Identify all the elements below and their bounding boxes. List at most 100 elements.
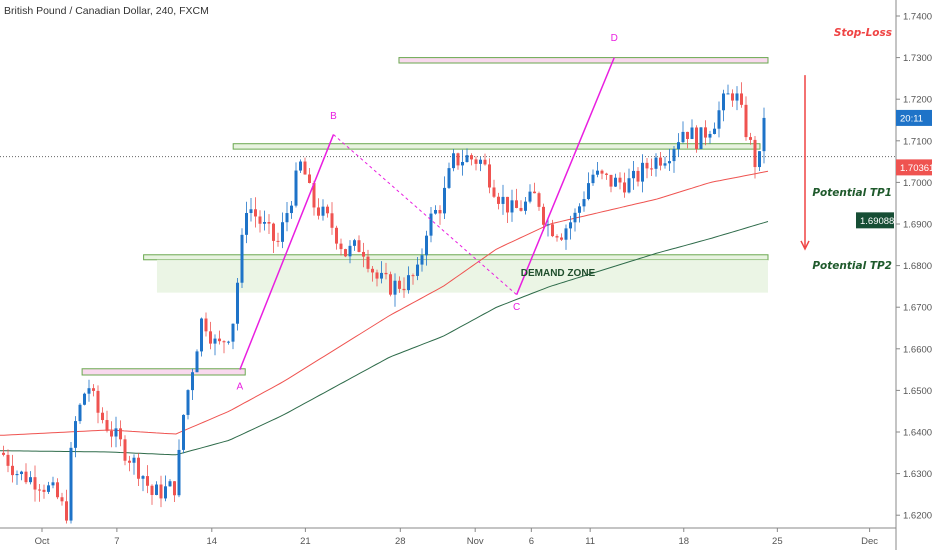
candle [564, 228, 568, 240]
candle [641, 162, 644, 182]
candle [605, 173, 608, 175]
candle [438, 209, 442, 214]
candle [474, 159, 478, 164]
candle [78, 404, 82, 422]
candle [47, 485, 50, 492]
candle [753, 139, 757, 168]
candle [623, 182, 626, 193]
y-tick-label: 1.63000 [903, 469, 932, 480]
candle [200, 318, 203, 352]
pattern-label-a: A [237, 382, 244, 393]
candle [245, 212, 248, 235]
candle [506, 196, 509, 213]
x-tick-label: 14 [207, 536, 218, 547]
y-tick-label: 1.65000 [903, 386, 932, 397]
candle [204, 318, 208, 332]
candle [114, 428, 118, 437]
resistance-zone [232, 143, 761, 150]
ab-leg [239, 134, 335, 370]
candle [699, 127, 703, 150]
y-tick-label: 1.66000 [903, 344, 932, 355]
candle [515, 200, 518, 208]
y-tick-label: 1.71000 [903, 136, 932, 147]
candle [357, 240, 361, 252]
candle [510, 200, 514, 213]
candle [596, 170, 599, 175]
demand-zone-label: DEMAND ZONE [521, 268, 596, 279]
candle [479, 159, 482, 164]
candle [443, 187, 446, 214]
x-tick-label: Dec [861, 536, 878, 547]
candle [339, 243, 343, 250]
candle [677, 142, 680, 149]
candle [578, 206, 581, 213]
candle [429, 213, 433, 236]
tp2-label: Potential TP2 [812, 260, 892, 272]
candle [150, 485, 154, 495]
candle [263, 222, 266, 224]
candle [182, 414, 185, 450]
price-badge-label: 20:11 [900, 113, 923, 124]
candle [249, 209, 253, 213]
candle [672, 148, 676, 162]
candle [101, 412, 104, 421]
candle [105, 420, 109, 431]
candle [218, 338, 221, 342]
candle [717, 110, 721, 129]
candle [402, 288, 406, 291]
candle [650, 168, 653, 170]
candle [551, 224, 554, 237]
y-tick-label: 1.69000 [903, 220, 932, 231]
candle [6, 454, 10, 466]
candle [546, 224, 550, 226]
candle [326, 206, 329, 214]
candle [681, 131, 685, 143]
candle [236, 282, 239, 324]
candle [15, 474, 19, 476]
candle [398, 280, 401, 289]
tp1-label: Potential TP1 [812, 187, 892, 199]
candle [348, 245, 352, 257]
candle [686, 131, 689, 139]
candle [668, 161, 671, 164]
candle [56, 482, 59, 498]
pattern-label-d: D [611, 33, 618, 44]
candle [663, 163, 667, 166]
candle [83, 393, 86, 405]
candle [209, 331, 212, 344]
candle [542, 206, 545, 225]
candle [524, 201, 527, 211]
y-tick-label: 1.73000 [903, 53, 932, 64]
candle [191, 372, 194, 391]
x-tick-label: 6 [529, 536, 534, 547]
candle [569, 222, 572, 229]
candle [146, 476, 149, 486]
candle [420, 255, 424, 265]
y-tick-label: 1.72000 [903, 95, 932, 106]
price-badge [896, 109, 932, 126]
candle [2, 452, 5, 455]
candle [632, 170, 635, 179]
price-badge [896, 159, 932, 176]
demand-zone [156, 259, 768, 293]
candle [164, 486, 167, 499]
candle [272, 223, 275, 241]
x-tick-label: 11 [585, 536, 595, 547]
x-tick-label: 21 [300, 536, 311, 547]
candle [254, 209, 257, 217]
candle [308, 174, 311, 183]
candle [393, 280, 397, 295]
candle [267, 222, 271, 224]
candle [330, 213, 334, 228]
candle [492, 187, 496, 197]
sl-zone [398, 57, 769, 64]
candle [591, 174, 595, 184]
candle [362, 251, 365, 257]
candle [452, 153, 455, 169]
candle [758, 151, 761, 168]
candle [294, 170, 298, 206]
candle [87, 388, 91, 394]
price-badge-label: 1.70361 [900, 163, 932, 174]
candle [582, 199, 586, 207]
